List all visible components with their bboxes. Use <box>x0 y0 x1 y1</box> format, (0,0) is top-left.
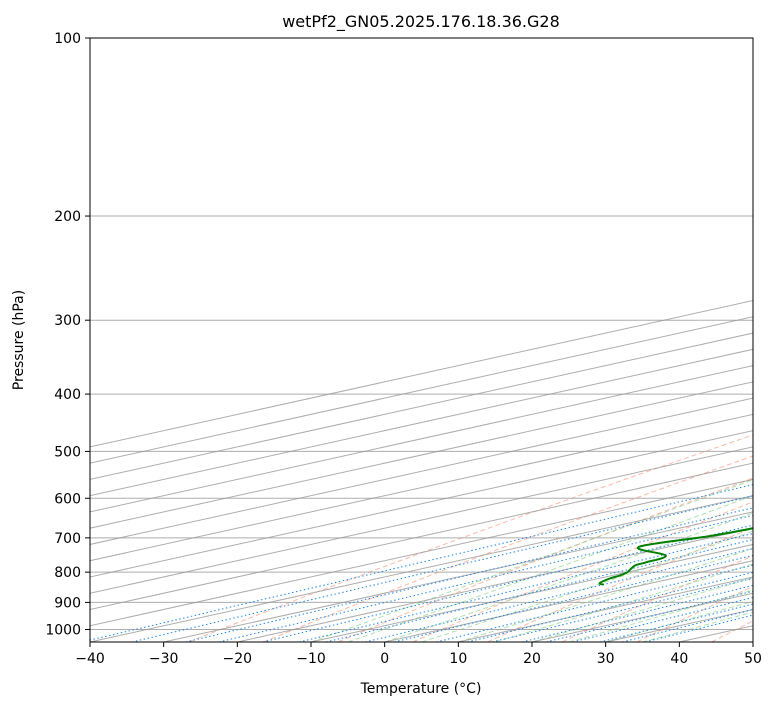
dry-adiabat-line <box>263 455 753 642</box>
mixing-ratio-line <box>365 548 753 642</box>
chart-title: wetPf2_GN05.2025.176.18.36.G28 <box>282 12 560 32</box>
y-tick-label: 700 <box>54 531 81 547</box>
isotherm-line <box>90 397 753 545</box>
isotherm-line <box>752 641 753 642</box>
isotherm-line <box>90 413 753 562</box>
y-tick-label: 800 <box>54 565 81 581</box>
y-tick-label: 500 <box>54 444 81 460</box>
isotherm-line <box>90 316 753 464</box>
isotherm-line <box>90 365 753 513</box>
x-axis-title: Temperature (°C) <box>360 681 482 697</box>
isotherm-line <box>90 495 753 642</box>
mixing-ratio-line <box>645 614 753 642</box>
dry-adiabat-line <box>188 434 753 642</box>
x-tick-label: −10 <box>296 651 326 667</box>
isotherm-line <box>90 462 753 610</box>
mixing-ratio-line <box>185 507 753 642</box>
y-tick-label: 1000 <box>45 622 81 638</box>
isotherm-line <box>90 430 753 578</box>
moist-adiabats <box>310 479 753 642</box>
moist-adiabat-line <box>421 530 753 642</box>
moist-adiabat-line <box>642 611 753 642</box>
moist-adiabat-line <box>605 600 753 642</box>
isotherm-line <box>90 446 753 594</box>
sounding-profiles <box>598 527 753 586</box>
mixing-ratio-lines <box>90 484 753 642</box>
dry-adiabat-line <box>562 555 753 642</box>
isotherm-line <box>384 560 753 642</box>
mixing-ratio-line <box>90 484 753 641</box>
mixing-ratio-line <box>218 514 753 642</box>
isotherm-line <box>237 527 753 642</box>
isotherm-line <box>90 478 753 627</box>
y-tick-label: 400 <box>54 387 81 403</box>
y-axis: 100 200 300 400 500 600 700 800 900 1000 <box>45 31 90 638</box>
dewpoint-profile-line <box>598 527 753 586</box>
isotherm-line <box>90 332 753 480</box>
isotherm-line <box>90 300 753 448</box>
mixing-ratio-line <box>262 524 753 642</box>
dry-adiabats <box>188 434 753 642</box>
y-tick-label: 200 <box>54 209 81 225</box>
x-tick-label: 50 <box>744 651 762 667</box>
moist-adiabat-line <box>495 563 753 642</box>
moist-adiabat-line <box>384 512 753 642</box>
y-tick-label: 100 <box>54 31 81 47</box>
x-axis: −40 −30 −20 −10 0 10 20 30 40 50 <box>75 642 762 667</box>
mixing-ratio-line <box>299 532 753 642</box>
mixing-ratio-line <box>622 609 753 642</box>
x-tick-label: −20 <box>223 651 253 667</box>
isotherm-line <box>605 608 753 642</box>
y-axis-title: Pressure (hPa) <box>11 290 27 390</box>
dry-adiabat-line <box>487 527 753 642</box>
x-tick-label: 30 <box>597 651 615 667</box>
mixing-ratio-line <box>131 495 753 642</box>
y-tick-label: 900 <box>54 595 81 611</box>
mixing-ratio-line <box>394 554 753 642</box>
dry-adiabat-line <box>636 585 753 642</box>
isobar-grid <box>90 38 753 630</box>
x-tick-label: 0 <box>380 651 389 667</box>
y-tick-label: 600 <box>54 491 81 507</box>
x-tick-label: 40 <box>670 651 688 667</box>
moist-adiabat-line <box>458 547 753 642</box>
isotherm-line <box>90 348 753 497</box>
x-tick-label: 20 <box>523 651 541 667</box>
moist-adiabat-line <box>310 479 753 642</box>
x-tick-label: −30 <box>149 651 179 667</box>
mixing-ratio-line <box>492 577 753 642</box>
mixing-ratio-line <box>325 539 753 642</box>
plot-frame <box>89 37 754 643</box>
isotherm-line <box>310 543 753 642</box>
x-tick-label: 10 <box>449 651 467 667</box>
isotherm-line <box>163 511 753 642</box>
isotherm-line <box>458 576 753 642</box>
plot-area: -100-90-80-70-60-50-40-30-20-10010203040… <box>90 38 753 642</box>
isotherm-grid <box>90 300 753 642</box>
x-tick-label: −40 <box>75 651 105 667</box>
isotherm-line <box>679 625 753 642</box>
isotherm-line <box>90 381 753 529</box>
dry-adiabat-line <box>338 477 753 642</box>
y-tick-label: 300 <box>54 313 81 329</box>
